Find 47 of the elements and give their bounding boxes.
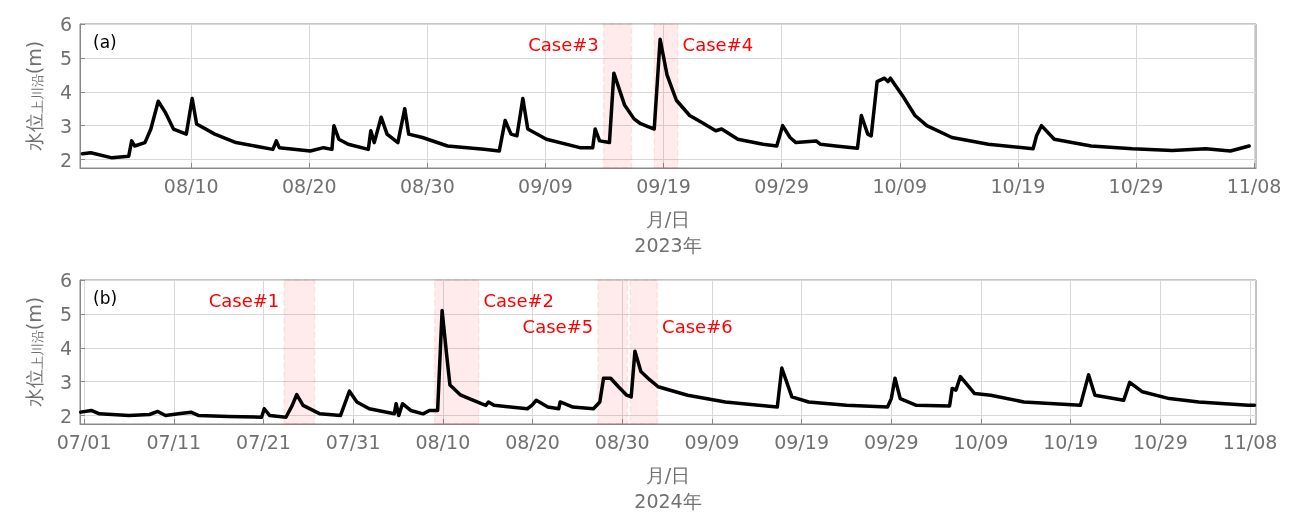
x-tick-label: 10/19 [1043,430,1099,453]
band-label: Case#2 [483,289,555,311]
band-label: Case#4 [682,33,754,55]
y-tick-label: 4 [59,80,72,103]
y-tick-label: 4 [59,336,72,359]
x-tick-label: 10/09 [953,430,1009,453]
x-tick-label: 08/10 [415,430,471,453]
y-tick-label: 6 [59,13,72,35]
chart-title: (a) [93,31,117,52]
x-tick-label: 11/08 [1222,430,1278,453]
y-tick-label: 2 [59,148,72,171]
x-tick-label: 07/31 [325,430,381,453]
x-tick-label: 10/09 [872,174,928,197]
x-tick-label: 07/01 [56,430,112,453]
x-tick-label: 09/29 [863,430,919,453]
x-tick-label: 07/21 [236,430,291,453]
chart-title: (b) [93,287,118,308]
y-tick-label: 3 [59,114,72,137]
x-axis-title: 月/日 2024年 [634,464,702,512]
band-label: Case#3 [528,33,599,55]
x-tick-label: 07/11 [146,430,202,453]
x-tick-label: 09/19 [636,174,691,197]
x-tick-label: 10/29 [1108,174,1164,197]
band-label: Case#6 [662,315,733,337]
line-series [79,308,1257,419]
x-tick-label: 08/10 [163,174,219,197]
band-label: Case#5 [522,315,594,337]
x-tick-label: 10/19 [990,174,1046,197]
y-axis-title: 水位上川沿(m) [22,296,45,408]
y-tick-label: 6 [59,269,72,291]
x-tick-label: 09/19 [774,430,829,453]
y-tick-label: 3 [59,370,72,393]
x-axis-title: 月/日 2023年 [634,208,702,256]
x-tick-label: 09/09 [518,174,573,197]
x-tick-label: 08/30 [594,430,650,453]
x-tick-label: 11/08 [1226,174,1282,197]
y-tick-label: 5 [59,46,72,69]
x-tick-label: 10/29 [1132,430,1188,453]
x-tick-label: 09/29 [754,174,810,197]
x-tick-label: 08/30 [400,174,455,197]
x-tick-label: 09/09 [684,430,740,453]
band-label: Case#1 [208,289,280,311]
y-tick-label: 5 [59,302,72,325]
x-tick-label: 08/20 [505,430,560,453]
y-tick-label: 2 [59,404,72,427]
x-tick-label: 08/20 [281,174,337,197]
y-axis-title: 水位上川沿(m) [22,40,45,152]
